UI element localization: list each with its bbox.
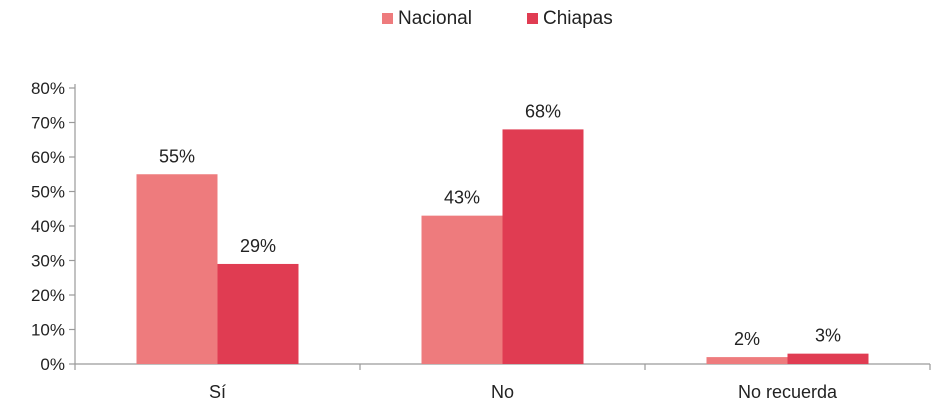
- bar-chiapas-0: [217, 263, 299, 364]
- data-label: 2%: [734, 329, 760, 349]
- x-category-label: No: [491, 382, 514, 402]
- data-label: 68%: [525, 101, 561, 121]
- y-axis: 0% 10% 20% 30% 40% 50% 60% 70% 80%: [31, 79, 76, 374]
- y-tick-label: 0%: [40, 355, 65, 374]
- bars-group: [136, 129, 869, 364]
- y-tick-label: 50%: [31, 183, 65, 202]
- bar-nacional-2: [706, 357, 788, 364]
- legend-label-nacional: Nacional: [398, 8, 472, 29]
- bar-chiapas-1: [502, 129, 584, 364]
- y-tick-label: 30%: [31, 252, 65, 271]
- x-axis: Sí No No recuerda: [74, 363, 931, 402]
- data-label: 43%: [444, 188, 480, 208]
- data-label: 55%: [159, 146, 195, 166]
- data-label: 29%: [240, 236, 276, 256]
- y-tick-label: 40%: [31, 217, 65, 236]
- legend-swatch-nacional: [382, 13, 393, 24]
- legend-label-chiapas: Chiapas: [543, 8, 613, 29]
- y-tick-label: 80%: [31, 79, 65, 98]
- data-labels-group: 55% 29% 43% 68% 2% 3%: [159, 101, 841, 349]
- y-tick-label: 70%: [31, 114, 65, 133]
- x-category-label: Sí: [209, 382, 226, 402]
- bar-nacional-1: [421, 215, 503, 364]
- y-tick-label: 20%: [31, 286, 65, 305]
- legend-swatch-chiapas: [527, 13, 538, 24]
- y-tick-label: 60%: [31, 148, 65, 167]
- x-category-label: No recuerda: [738, 382, 838, 402]
- data-label: 3%: [815, 326, 841, 346]
- bar-nacional-0: [136, 174, 218, 364]
- bar-chiapas-2: [787, 353, 869, 364]
- y-tick-label: 10%: [31, 321, 65, 340]
- legend: Nacional Chiapas: [382, 8, 613, 29]
